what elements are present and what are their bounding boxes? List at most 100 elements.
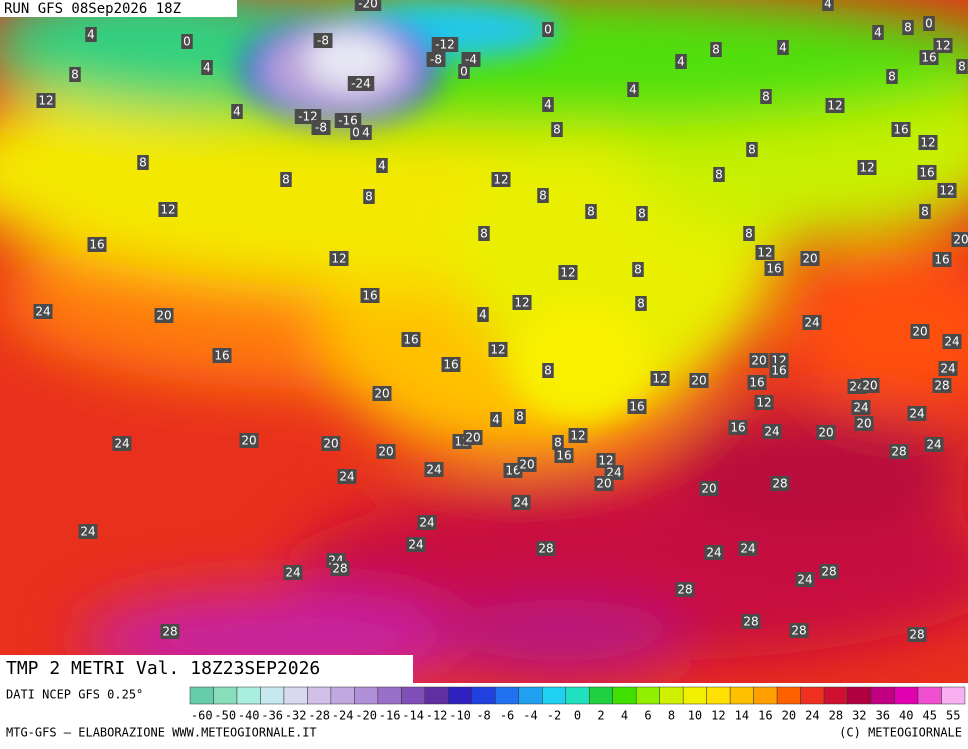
isotherm-label: 20 (856, 417, 871, 431)
colorbar-tick-label: -32 (285, 709, 307, 723)
isotherm-label: -12 (435, 38, 455, 52)
colorbar-swatch (307, 687, 330, 704)
isotherm-label: 16 (362, 289, 377, 303)
colorbar-tick-label: -24 (332, 709, 354, 723)
isotherm-label: 4 (677, 55, 685, 69)
isotherm-label: 24 (764, 425, 779, 439)
isotherm-label: 12 (560, 266, 575, 280)
colorbar-swatch (824, 687, 847, 704)
isotherm-label: 12 (827, 99, 842, 113)
isotherm-label: 8 (762, 90, 770, 104)
isotherm-label: 24 (944, 335, 959, 349)
isotherm-label: 24 (909, 407, 924, 421)
isotherm-label: 8 (637, 297, 645, 311)
colorbar-tick-label: -20 (355, 709, 377, 723)
isotherm-label: 8 (139, 156, 147, 170)
isotherm-label: 0 (183, 35, 191, 49)
colorbar-tick-label: 14 (735, 709, 749, 723)
run-label: RUN GFS 08Sep2026 18Z (4, 1, 181, 17)
isotherm-label: 16 (214, 349, 229, 363)
isotherm-label: 12 (920, 136, 935, 150)
isotherm-label: 28 (891, 445, 906, 459)
isotherm-label: 4 (203, 61, 211, 75)
isotherm-label: 20 (691, 374, 706, 388)
isotherm-label: 16 (629, 400, 644, 414)
colorbar-swatch (260, 687, 283, 704)
isotherm-label: 8 (282, 173, 290, 187)
isotherm-label: 20 (802, 252, 817, 266)
isotherm-label: 8 (553, 123, 561, 137)
isotherm-label: 16 (893, 123, 908, 137)
colorbar-tick-label: 40 (899, 709, 913, 723)
colorbar-swatch (566, 687, 589, 704)
isotherm-label: 16 (730, 421, 745, 435)
colorbar-swatch (354, 687, 377, 704)
colorbar-swatch (871, 687, 894, 704)
isotherm-label: 24 (426, 463, 441, 477)
isotherm-label: 16 (749, 376, 764, 390)
isotherm-label: 28 (821, 565, 836, 579)
isotherm-label: 20 (862, 379, 877, 393)
colorbar-swatch (848, 687, 871, 704)
credit-left: MTG-GFS — ELABORAZIONE WWW.METEOGIORNALE… (6, 726, 317, 740)
colorbar-tick-label: -10 (449, 709, 471, 723)
colorbar-swatch (237, 687, 260, 704)
isotherm-label: 4 (629, 83, 637, 97)
isotherm-label: 28 (791, 624, 806, 638)
isotherm-label: 24 (80, 525, 95, 539)
colorbar-tick-label: 28 (829, 709, 843, 723)
isotherm-label: 20 (378, 445, 393, 459)
isotherm-label: -24 (351, 77, 371, 91)
colorbar-swatch (542, 687, 565, 704)
colorbar-tick-label: -6 (500, 709, 514, 723)
isotherm-label: 24 (408, 538, 423, 552)
colorbar-swatch (895, 687, 918, 704)
isotherm-label: -20 (358, 0, 378, 11)
colorbar-tick-label: -28 (308, 709, 330, 723)
isotherm-label: 8 (554, 436, 562, 450)
isotherm-label: 4 (544, 98, 552, 112)
colorbar-tick-label: 32 (852, 709, 866, 723)
colorbar-tick-label: -4 (523, 709, 537, 723)
colorbar-swatch (284, 687, 307, 704)
colorbar-tick-label: 10 (688, 709, 702, 723)
isotherm-label: 8 (480, 227, 488, 241)
isotherm-label: -8 (315, 121, 327, 135)
colorbar-tick-label: 6 (644, 709, 651, 723)
isotherm-label: 28 (934, 379, 949, 393)
colorbar-swatch (213, 687, 236, 704)
isotherm-label: 24 (853, 401, 868, 415)
isotherm-label: 24 (419, 516, 434, 530)
isotherm-label: 24 (513, 496, 528, 510)
isotherm-label: 24 (35, 305, 50, 319)
isotherm-label: 12 (652, 372, 667, 386)
isotherm-label: 12 (493, 173, 508, 187)
colorbar-swatch (495, 687, 518, 704)
isotherm-label: 16 (921, 51, 936, 65)
isotherm-label: 4 (87, 28, 95, 42)
isotherm-label: 20 (953, 233, 968, 247)
colorbar-swatch (754, 687, 777, 704)
colorbar-tick-label: 2 (597, 709, 604, 723)
isotherm-label: 12 (490, 343, 505, 357)
colorbar-tick-label: -36 (261, 709, 283, 723)
isotherm-label: 8 (921, 205, 929, 219)
isotherm-label: 12 (859, 161, 874, 175)
colorbar-tick-label: -50 (214, 709, 236, 723)
isotherm-label: 8 (634, 263, 642, 277)
isotherm-label: 4 (233, 105, 241, 119)
isotherm-label: 12 (514, 296, 529, 310)
isotherm-label: 12 (756, 396, 771, 410)
colorbar-swatch (613, 687, 636, 704)
isotherm-label: 8 (71, 68, 79, 82)
colorbar-tick-label: 12 (711, 709, 725, 723)
isotherm-label: 20 (156, 309, 171, 323)
isotherm-label: 4 (378, 159, 386, 173)
isotherm-label: 24 (285, 566, 300, 580)
colorbar-swatch (636, 687, 659, 704)
colorbar-tick-label: 0 (574, 709, 581, 723)
isotherm-label: 20 (519, 458, 534, 472)
isotherm-label: 8 (638, 207, 646, 221)
colorbar-tick-label: 55 (946, 709, 960, 723)
